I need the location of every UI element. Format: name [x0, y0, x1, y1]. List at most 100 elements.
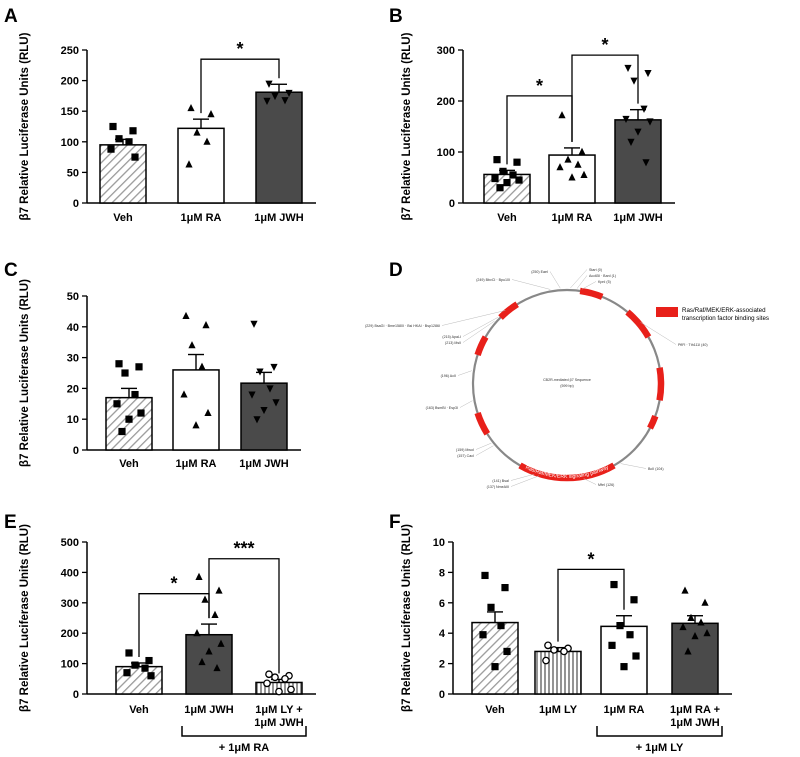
binding-site-arc	[518, 462, 616, 482]
restriction-site-label: KpnI (5)	[598, 280, 611, 284]
data-point	[503, 179, 511, 187]
data-point	[121, 369, 129, 377]
x-category-label: Veh	[485, 704, 505, 716]
data-point	[137, 409, 145, 417]
data-point	[513, 158, 521, 166]
y-tick-label: 300	[61, 598, 79, 610]
y-tick-label: 0	[73, 198, 79, 210]
y-tick-label: 0	[73, 689, 79, 701]
data-point	[564, 155, 572, 163]
data-point	[479, 631, 487, 639]
data-point	[180, 390, 188, 398]
binding-site-arc	[625, 309, 652, 339]
site-leader-line	[570, 269, 588, 289]
data-point	[630, 596, 638, 604]
data-point	[263, 97, 271, 105]
bar	[172, 369, 220, 451]
data-point	[192, 421, 200, 429]
restriction-site-label: PflFI · Tth111I (40)	[678, 343, 708, 347]
restriction-site-label: (196) AcII	[441, 374, 456, 378]
x-category-label: 1μM RA	[176, 458, 217, 470]
y-tick-label: 20	[67, 383, 79, 395]
x-category-label: 1μM RA +	[670, 704, 720, 716]
data-point	[215, 586, 223, 594]
y-tick-label: 300	[437, 45, 455, 57]
binding-site-arc	[474, 335, 489, 357]
chart-panel-c: 0 10 20 30 40 50 β7 Relative Luciferase Units …	[19, 279, 301, 470]
y-tick-label: 0	[449, 198, 455, 210]
binding-site-arc	[498, 301, 519, 320]
data-point	[558, 111, 566, 119]
y-axis-label: β7 Relative Luciferase Units (RLU)	[19, 279, 31, 467]
data-point	[578, 147, 586, 155]
data-point	[568, 173, 576, 181]
significance-bracket	[557, 568, 625, 642]
legend-swatch	[656, 307, 678, 317]
data-point	[497, 622, 505, 630]
data-point	[205, 647, 213, 655]
panel-label-f: F	[389, 512, 401, 533]
restriction-site-label: BcII (104)	[648, 467, 664, 471]
x-category-label: 1μM JWH	[254, 717, 304, 729]
significance-label: *	[170, 574, 177, 594]
data-point	[145, 656, 153, 665]
significance-bracket	[571, 54, 639, 142]
site-leader-line	[511, 279, 551, 290]
site-leader-line	[459, 400, 473, 408]
restriction-site-label: (249) BbvCI · Bpu10I	[476, 278, 510, 282]
binding-site-arc	[656, 367, 665, 401]
x-category-label: 1μM RA	[181, 212, 222, 224]
data-point	[217, 639, 225, 647]
significance-label: *	[236, 39, 243, 59]
x-category-label: Veh	[113, 212, 133, 224]
treatment-bracket	[181, 726, 307, 737]
y-tick-label: 200	[61, 628, 79, 640]
site-leader-line	[581, 281, 597, 290]
data-point	[287, 685, 295, 694]
data-point	[542, 656, 550, 665]
restriction-site-label: Acc65I · BanI (1)	[589, 274, 616, 278]
data-point	[285, 89, 293, 98]
y-tick-label: 150	[61, 106, 79, 118]
bar	[471, 621, 519, 695]
data-point	[188, 341, 196, 349]
site-leader-line	[462, 320, 495, 343]
data-point	[703, 629, 711, 637]
data-point	[135, 363, 143, 371]
significance-bracket	[208, 558, 280, 674]
data-point	[250, 320, 258, 328]
x-category-label: Veh	[129, 704, 149, 716]
panel-label-e: E	[4, 512, 17, 533]
y-tick-label: 200	[61, 76, 79, 88]
data-point	[622, 115, 630, 124]
y-tick-label: 100	[61, 659, 79, 671]
y-tick-label: 40	[67, 322, 79, 334]
x-category-label: 1μM RA	[552, 212, 593, 224]
data-point	[202, 321, 210, 329]
x-category-label: 1μM JWH	[670, 717, 720, 729]
site-leader-line	[583, 478, 597, 485]
y-tick-label: 50	[67, 291, 79, 303]
data-point	[147, 672, 155, 680]
significance-label: *	[601, 35, 608, 55]
data-point	[620, 663, 628, 671]
y-axis-label: β7 Relative Luciferase Units (RLU)	[401, 32, 413, 220]
data-point	[266, 385, 274, 393]
restriction-site-label: (157) CacI	[457, 454, 474, 458]
bar	[99, 144, 147, 204]
data-point	[634, 128, 642, 136]
y-axis-label: β7 Relative Luciferase Units (RLU)	[19, 32, 31, 220]
data-point	[107, 145, 115, 153]
site-leader-line	[475, 442, 492, 450]
significance-bracket	[506, 95, 573, 165]
data-point	[627, 138, 635, 146]
data-point	[610, 580, 618, 589]
y-tick-label: 2	[439, 659, 445, 671]
y-tick-label: 8	[439, 567, 445, 579]
y-tick-label: 0	[73, 445, 79, 457]
data-point	[616, 622, 624, 630]
site-leader-line	[620, 463, 647, 469]
x-category-label: 1μM JWH	[254, 212, 304, 224]
y-tick-label: 6	[439, 598, 445, 610]
data-point	[193, 128, 201, 136]
